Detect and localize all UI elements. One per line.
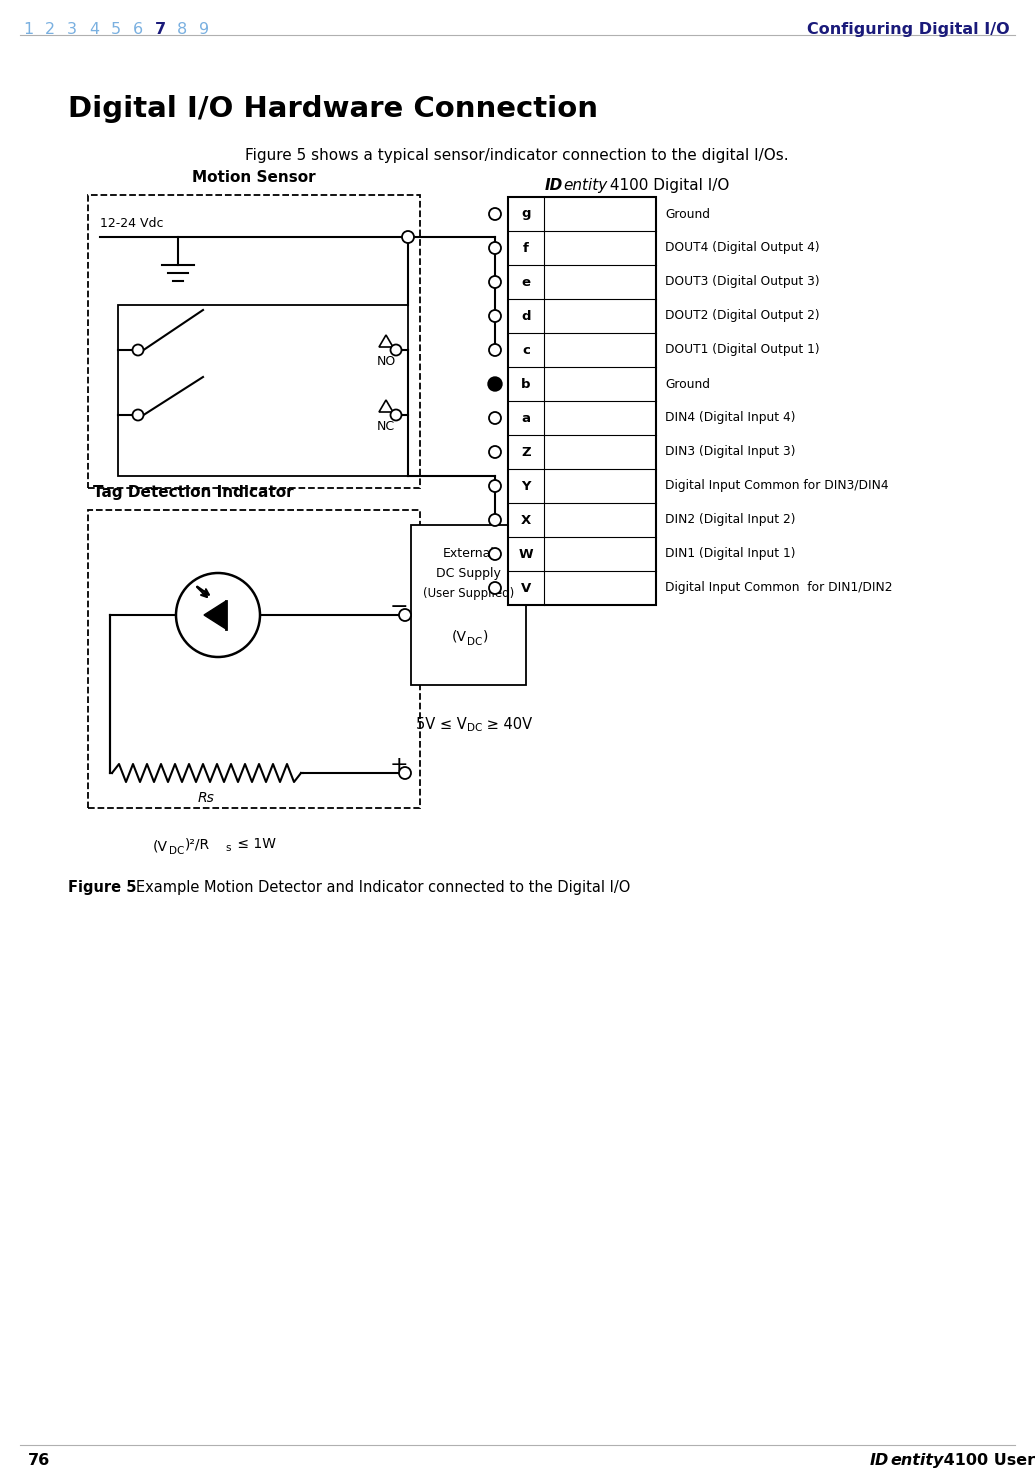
Circle shape	[402, 230, 414, 244]
Text: ID: ID	[870, 1453, 889, 1468]
Text: 4100 Digital I/O: 4100 Digital I/O	[605, 178, 730, 192]
Text: 4: 4	[89, 22, 99, 37]
Circle shape	[132, 345, 144, 355]
Text: 3: 3	[67, 22, 77, 37]
Text: c: c	[522, 344, 530, 357]
Text: 6: 6	[132, 22, 143, 37]
Circle shape	[487, 377, 502, 390]
Circle shape	[489, 310, 501, 321]
Circle shape	[489, 208, 501, 220]
Text: ≤ 1W: ≤ 1W	[233, 837, 276, 851]
Bar	[118, 305, 408, 476]
Text: 1: 1	[23, 22, 33, 37]
Circle shape	[400, 766, 411, 780]
Text: Figure 5 shows a typical sensor/indicator connection to the digital I/Os.: Figure 5 shows a typical sensor/indicato…	[245, 148, 789, 163]
Text: entity: entity	[563, 178, 608, 192]
Text: DOUT2 (Digital Output 2): DOUT2 (Digital Output 2)	[666, 310, 820, 323]
Circle shape	[489, 242, 501, 254]
Text: W: W	[519, 548, 533, 561]
Text: Rs: Rs	[198, 791, 215, 804]
Circle shape	[489, 377, 501, 390]
Bar	[411, 526, 526, 686]
Text: 7: 7	[154, 22, 166, 37]
Circle shape	[489, 514, 501, 526]
Text: 5V ≤ V: 5V ≤ V	[416, 716, 467, 733]
Bar	[88, 509, 420, 807]
Text: ): )	[482, 630, 487, 644]
Text: DOUT3 (Digital Output 3): DOUT3 (Digital Output 3)	[666, 276, 820, 289]
Circle shape	[390, 345, 402, 355]
Circle shape	[489, 276, 501, 288]
Circle shape	[489, 413, 501, 424]
Text: DIN2 (Digital Input 2): DIN2 (Digital Input 2)	[666, 514, 796, 527]
Text: b: b	[522, 377, 531, 390]
Text: f: f	[523, 242, 529, 254]
Text: DIN3 (Digital Input 3): DIN3 (Digital Input 3)	[666, 445, 796, 458]
Text: DC: DC	[468, 637, 483, 647]
Circle shape	[489, 446, 501, 458]
Text: Motion Sensor: Motion Sensor	[193, 170, 316, 185]
Text: (V: (V	[451, 630, 467, 644]
Text: Digital I/O Hardware Connection: Digital I/O Hardware Connection	[68, 95, 598, 123]
Text: d: d	[522, 310, 531, 323]
Text: Ground: Ground	[666, 377, 710, 390]
Text: a: a	[522, 411, 531, 424]
Circle shape	[489, 548, 501, 559]
Text: DOUT4 (Digital Output 4): DOUT4 (Digital Output 4)	[666, 242, 820, 254]
Text: NO: NO	[377, 355, 395, 368]
Text: Figure 5: Figure 5	[68, 879, 137, 895]
Text: V: V	[521, 581, 531, 595]
Text: NC: NC	[377, 420, 395, 433]
Text: Y: Y	[522, 480, 531, 492]
Text: −: −	[389, 597, 408, 617]
Circle shape	[390, 410, 402, 420]
Text: Ground: Ground	[666, 207, 710, 220]
Circle shape	[176, 573, 260, 658]
Text: DOUT1 (Digital Output 1): DOUT1 (Digital Output 1)	[666, 344, 820, 357]
Text: s: s	[225, 843, 231, 853]
Text: 5: 5	[111, 22, 121, 37]
Text: Configuring Digital I/O: Configuring Digital I/O	[807, 22, 1010, 37]
Circle shape	[489, 344, 501, 357]
Text: (User Supplied): (User Supplied)	[423, 587, 514, 600]
Polygon shape	[204, 600, 226, 628]
Bar	[508, 197, 656, 605]
Text: 4100 User Guide: 4100 User Guide	[938, 1453, 1035, 1468]
Text: Example Motion Detector and Indicator connected to the Digital I/O: Example Motion Detector and Indicator co…	[136, 879, 630, 895]
Text: Digital Input Common  for DIN1/DIN2: Digital Input Common for DIN1/DIN2	[666, 581, 892, 595]
Text: ≥ 40V: ≥ 40V	[482, 716, 533, 733]
Text: Digital Input Common for DIN3/DIN4: Digital Input Common for DIN3/DIN4	[666, 480, 889, 492]
Text: e: e	[522, 276, 531, 289]
Text: 12-24 Vdc: 12-24 Vdc	[100, 217, 164, 230]
Text: DC: DC	[468, 724, 483, 733]
Circle shape	[489, 581, 501, 595]
Text: +: +	[389, 755, 408, 775]
Text: 76: 76	[28, 1453, 51, 1468]
Circle shape	[489, 480, 501, 492]
Text: g: g	[522, 207, 531, 220]
Text: DC Supply: DC Supply	[436, 567, 501, 580]
Text: Tag Detection Indicator: Tag Detection Indicator	[93, 484, 294, 501]
Text: (V: (V	[153, 840, 168, 854]
Text: 9: 9	[199, 22, 209, 37]
Text: 8: 8	[177, 22, 187, 37]
Text: DIN4 (Digital Input 4): DIN4 (Digital Input 4)	[666, 411, 796, 424]
Text: X: X	[521, 514, 531, 527]
Text: DIN1 (Digital Input 1): DIN1 (Digital Input 1)	[666, 548, 796, 561]
Circle shape	[132, 410, 144, 420]
Text: )²/R: )²/R	[185, 837, 210, 851]
Text: Z: Z	[522, 445, 531, 458]
Circle shape	[400, 609, 411, 621]
Text: DC: DC	[169, 846, 184, 856]
Text: 2: 2	[45, 22, 55, 37]
Text: External: External	[443, 548, 495, 559]
Bar	[88, 195, 420, 487]
Text: entity: entity	[890, 1453, 943, 1468]
Text: ID: ID	[545, 178, 563, 192]
